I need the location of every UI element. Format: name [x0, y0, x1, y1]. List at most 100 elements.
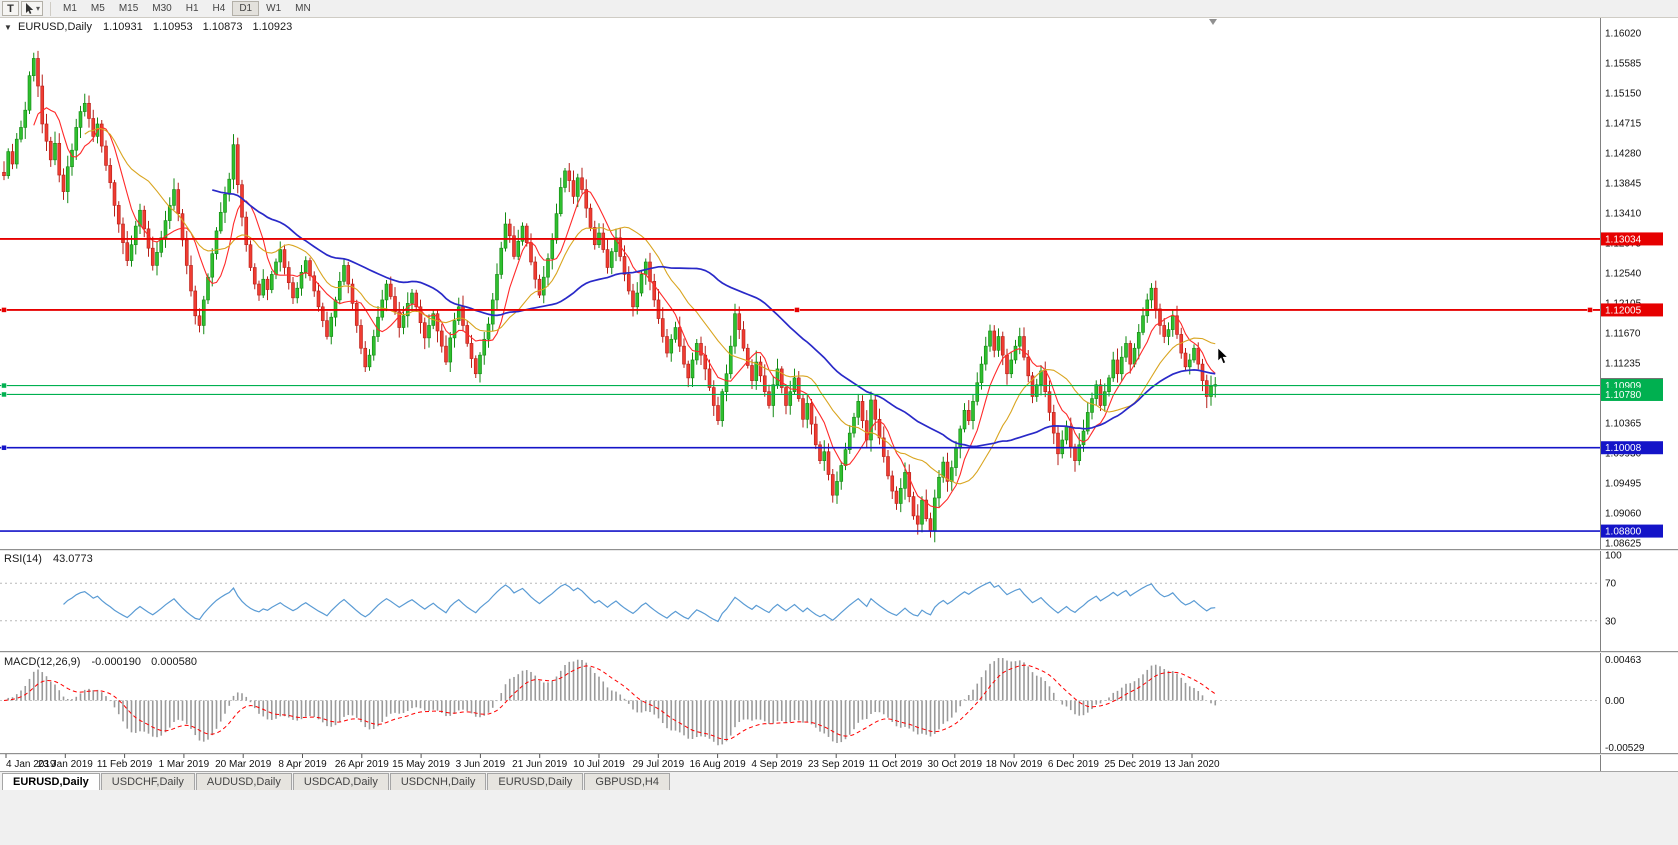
chart-window: 1.16020 1.15585 1.15150 1.14715 1.14280 1.138…	[0, 18, 1678, 771]
macd-axis-label: 0.00	[1605, 696, 1625, 707]
chart-tab-6[interactable]: GBPUSD,H4	[584, 773, 670, 790]
candle	[1068, 425, 1073, 448]
rsi-axis-label: 100	[1605, 551, 1622, 562]
price-axis-label: 1.09495	[1605, 478, 1642, 489]
chart-tab-5[interactable]: EURUSD,Daily	[487, 773, 584, 790]
candle	[1073, 446, 1077, 461]
chart-tab-0[interactable]: EURUSD,Daily	[2, 773, 100, 790]
candle	[1196, 347, 1201, 365]
candle	[737, 313, 742, 330]
candle	[779, 368, 784, 388]
chart-tab-2[interactable]: AUDUSD,Daily	[195, 773, 292, 790]
hline-handle[interactable]	[1587, 307, 1593, 313]
candle	[61, 174, 66, 192]
candle	[333, 299, 338, 318]
candle	[643, 261, 648, 275]
candle	[818, 444, 822, 461]
candle	[928, 518, 933, 532]
macd-value-signal: 0.000580	[151, 656, 197, 668]
candle	[690, 359, 695, 379]
candle	[550, 239, 555, 259]
candle	[686, 363, 691, 379]
date-axis-label: 20 Mar 2019	[215, 759, 272, 770]
candle	[571, 180, 576, 197]
hline-handle[interactable]	[1, 307, 7, 313]
candle	[575, 177, 580, 197]
rsi-axis-label: 70	[1605, 579, 1617, 590]
candle	[269, 274, 274, 290]
ohlc-open: 1.10931	[103, 21, 143, 33]
timeframe-button-m1[interactable]: M1	[63, 3, 77, 14]
candle	[1170, 315, 1175, 330]
candle	[167, 205, 172, 221]
candle	[1162, 325, 1167, 337]
candle	[975, 382, 980, 402]
candle	[877, 418, 882, 439]
timeframe-button-m15[interactable]: M15	[118, 3, 139, 14]
candle	[142, 209, 147, 230]
timeframe-button-mn[interactable]: MN	[295, 3, 311, 14]
candle	[184, 239, 189, 266]
candle	[329, 316, 334, 337]
candle	[1081, 430, 1086, 446]
candle	[805, 403, 810, 420]
timeframe-button-d1[interactable]: D1	[232, 1, 260, 16]
candle	[660, 318, 665, 337]
price-chart[interactable]: 1.16020 1.15585 1.15150 1.14715 1.14280 1.138…	[0, 18, 1678, 771]
candle	[1098, 384, 1103, 406]
hline-handle[interactable]	[1, 382, 7, 389]
candle	[1056, 432, 1060, 455]
candle	[728, 345, 733, 375]
candle	[155, 252, 159, 266]
text-tool-button[interactable]: T	[2, 1, 19, 16]
candle	[983, 345, 988, 365]
ohlc-low: 1.10873	[202, 21, 243, 33]
candle	[958, 428, 963, 449]
cursor-tool-button[interactable]: ▾	[21, 1, 44, 16]
candle	[618, 237, 623, 257]
candle	[609, 251, 614, 268]
timeframe-button-h1[interactable]: H1	[185, 3, 199, 14]
candle	[809, 403, 814, 425]
date-axis-label: 25 Dec 2019	[1104, 759, 1161, 770]
date-axis-label: 16 Aug 2019	[690, 759, 747, 770]
candle	[1060, 439, 1065, 455]
candle	[495, 274, 499, 301]
candle	[898, 487, 903, 504]
candle	[218, 212, 223, 232]
chart-tab-1[interactable]: USDCHF,Daily	[100, 773, 195, 790]
candle	[1209, 385, 1213, 397]
candle	[414, 292, 419, 308]
candle	[108, 165, 113, 183]
hline-handle[interactable]	[794, 307, 800, 313]
candle	[82, 102, 87, 112]
price-badge-label: 1.08800	[1605, 527, 1642, 538]
candle	[31, 58, 36, 76]
ma-slow-line	[212, 189, 1216, 448]
candle	[724, 373, 729, 393]
chart-tab-3[interactable]: USDCAD,Daily	[292, 773, 389, 790]
chart-title: ▼ EURUSD,Daily 1.10931 1.10953 1.10873 1…	[4, 21, 299, 33]
hline-handle[interactable]	[1, 444, 7, 451]
candle	[652, 280, 657, 301]
candle	[1153, 287, 1158, 310]
candle	[159, 237, 164, 253]
candle	[36, 58, 40, 87]
chart-tab-4[interactable]: USDCNH,Daily	[389, 773, 487, 790]
candle	[87, 102, 91, 119]
timeframe-button-m30[interactable]: M30	[152, 3, 172, 14]
collapse-triangle-icon[interactable]: ▼	[4, 23, 12, 32]
timeframe-button-w1[interactable]: W1	[266, 3, 282, 14]
price-axis-label: 1.10365	[1605, 418, 1642, 429]
date-axis-label: 13 Jan 2020	[1164, 759, 1219, 770]
price-badge	[1601, 387, 1663, 401]
date-axis-label: 8 Apr 2019	[278, 759, 327, 770]
candle	[10, 151, 15, 165]
candle	[788, 391, 793, 406]
hline-handle[interactable]	[1, 391, 7, 398]
timeframe-button-m5[interactable]: M5	[90, 3, 105, 14]
price-axis-label: 1.11235	[1605, 358, 1641, 369]
candle	[1009, 359, 1014, 375]
candle	[359, 325, 363, 349]
timeframe-button-h4[interactable]: H4	[212, 3, 226, 14]
